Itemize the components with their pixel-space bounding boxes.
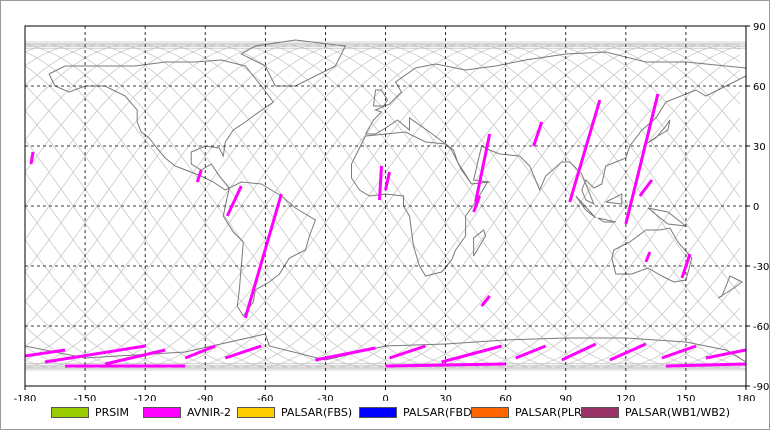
coastline bbox=[473, 229, 487, 257]
coastline bbox=[351, 131, 489, 277]
coastline bbox=[717, 275, 743, 299]
legend-swatch-avnir2 bbox=[143, 406, 181, 418]
swath bbox=[472, 195, 482, 213]
coastline bbox=[605, 193, 623, 205]
swath bbox=[561, 342, 597, 362]
x-tick-label: 150 bbox=[676, 394, 695, 401]
legend-item-palsar-plr: PALSAR(PLR) bbox=[471, 403, 586, 421]
x-tick-label: -90 bbox=[197, 394, 213, 401]
coastline bbox=[373, 89, 389, 107]
swath bbox=[104, 348, 166, 366]
coastline bbox=[25, 333, 746, 363]
swath bbox=[195, 169, 203, 183]
coastline bbox=[575, 195, 597, 219]
swath bbox=[384, 171, 391, 191]
swath bbox=[515, 344, 547, 360]
legend-swatch-palsar-fbs bbox=[237, 406, 275, 418]
legend-label-palsar-fbd: PALSAR(FBD) bbox=[403, 405, 476, 419]
y-tick-label: -60 bbox=[753, 322, 769, 333]
legend-label-palsar-fbs: PALSAR(FBS) bbox=[281, 405, 353, 419]
swath bbox=[385, 362, 506, 368]
legend: PRSIM AVNIR-2 PALSAR(FBS) PALSAR(FBD) PA… bbox=[51, 403, 770, 423]
swath bbox=[25, 348, 66, 358]
observation-swaths bbox=[25, 93, 746, 368]
x-tick-label: 60 bbox=[499, 394, 512, 401]
coastlines bbox=[25, 39, 746, 363]
swath bbox=[661, 344, 697, 360]
coastline bbox=[597, 217, 616, 223]
legend-swatch-palsar-fbd bbox=[359, 406, 397, 418]
coastline bbox=[365, 51, 746, 206]
swath bbox=[243, 193, 283, 319]
orbit-track bbox=[25, 43, 741, 369]
swath bbox=[568, 99, 602, 203]
swath bbox=[224, 344, 262, 360]
swath bbox=[609, 342, 647, 362]
swath bbox=[624, 93, 660, 225]
x-axis-ticks: -180 -150 -120 -90 -60 -30 0 30 60 90 120 150 180 bbox=[14, 386, 756, 401]
x-tick-label: -150 bbox=[74, 394, 97, 401]
swath bbox=[480, 295, 491, 307]
swath bbox=[441, 344, 503, 364]
coastline bbox=[222, 181, 317, 317]
coastline bbox=[645, 119, 671, 145]
legend-label-prsim: PRSIM bbox=[95, 405, 129, 419]
coastline bbox=[240, 39, 347, 87]
swath bbox=[225, 185, 243, 217]
y-axis-ticks: 90 60 30 0 -30 -60 -90 bbox=[746, 22, 769, 393]
x-tick-label: 0 bbox=[382, 394, 388, 401]
x-tick-label: 180 bbox=[736, 394, 755, 401]
x-tick-label: -30 bbox=[317, 394, 333, 401]
legend-label-avnir2: AVNIR-2 bbox=[187, 405, 231, 419]
swath bbox=[638, 179, 654, 197]
legend-swatch-palsar-plr bbox=[471, 406, 509, 418]
x-tick-label: -120 bbox=[134, 394, 157, 401]
swath bbox=[665, 362, 746, 368]
legend-label-palsar-wb: PALSAR(WB1/WB2) bbox=[625, 405, 731, 419]
swath bbox=[644, 251, 652, 263]
x-tick-label: -60 bbox=[257, 394, 273, 401]
x-tick-label: 120 bbox=[616, 394, 635, 401]
y-tick-label: 60 bbox=[753, 82, 766, 93]
x-tick-label: -180 bbox=[14, 394, 37, 401]
legend-item-palsar-fbd: PALSAR(FBD) bbox=[359, 403, 476, 421]
legend-item-avnir2: AVNIR-2 bbox=[143, 403, 231, 421]
swath bbox=[315, 346, 376, 362]
y-tick-label: -90 bbox=[753, 382, 769, 393]
swath bbox=[474, 133, 492, 203]
swath bbox=[705, 348, 746, 360]
swath bbox=[184, 344, 216, 360]
y-tick-label: 30 bbox=[753, 142, 766, 153]
legend-item-prsim: PRSIM bbox=[51, 403, 129, 421]
swath bbox=[532, 121, 544, 147]
orbit-track bbox=[25, 43, 741, 369]
y-tick-label: 0 bbox=[753, 202, 759, 213]
y-tick-label: -30 bbox=[753, 262, 769, 273]
legend-item-palsar-fbs: PALSAR(FBS) bbox=[237, 403, 352, 421]
legend-swatch-prsim bbox=[51, 406, 89, 418]
legend-swatch-palsar-wb bbox=[581, 406, 619, 418]
swath bbox=[389, 344, 427, 360]
map-plot: -180 -150 -120 -90 -60 -30 0 30 60 90 120 150 180 90… bbox=[14, 22, 770, 401]
grid-lines bbox=[25, 26, 746, 386]
y-tick-label: 90 bbox=[753, 22, 766, 33]
orbit-track bbox=[25, 43, 741, 369]
swath bbox=[377, 165, 383, 201]
swath bbox=[680, 253, 692, 279]
x-tick-label: 90 bbox=[559, 394, 572, 401]
swath bbox=[44, 344, 146, 364]
swath bbox=[29, 151, 35, 165]
legend-item-palsar-wb: PALSAR(WB1/WB2) bbox=[581, 403, 730, 421]
x-tick-label: 30 bbox=[439, 394, 452, 401]
legend-label-palsar-plr: PALSAR(PLR) bbox=[515, 405, 586, 419]
